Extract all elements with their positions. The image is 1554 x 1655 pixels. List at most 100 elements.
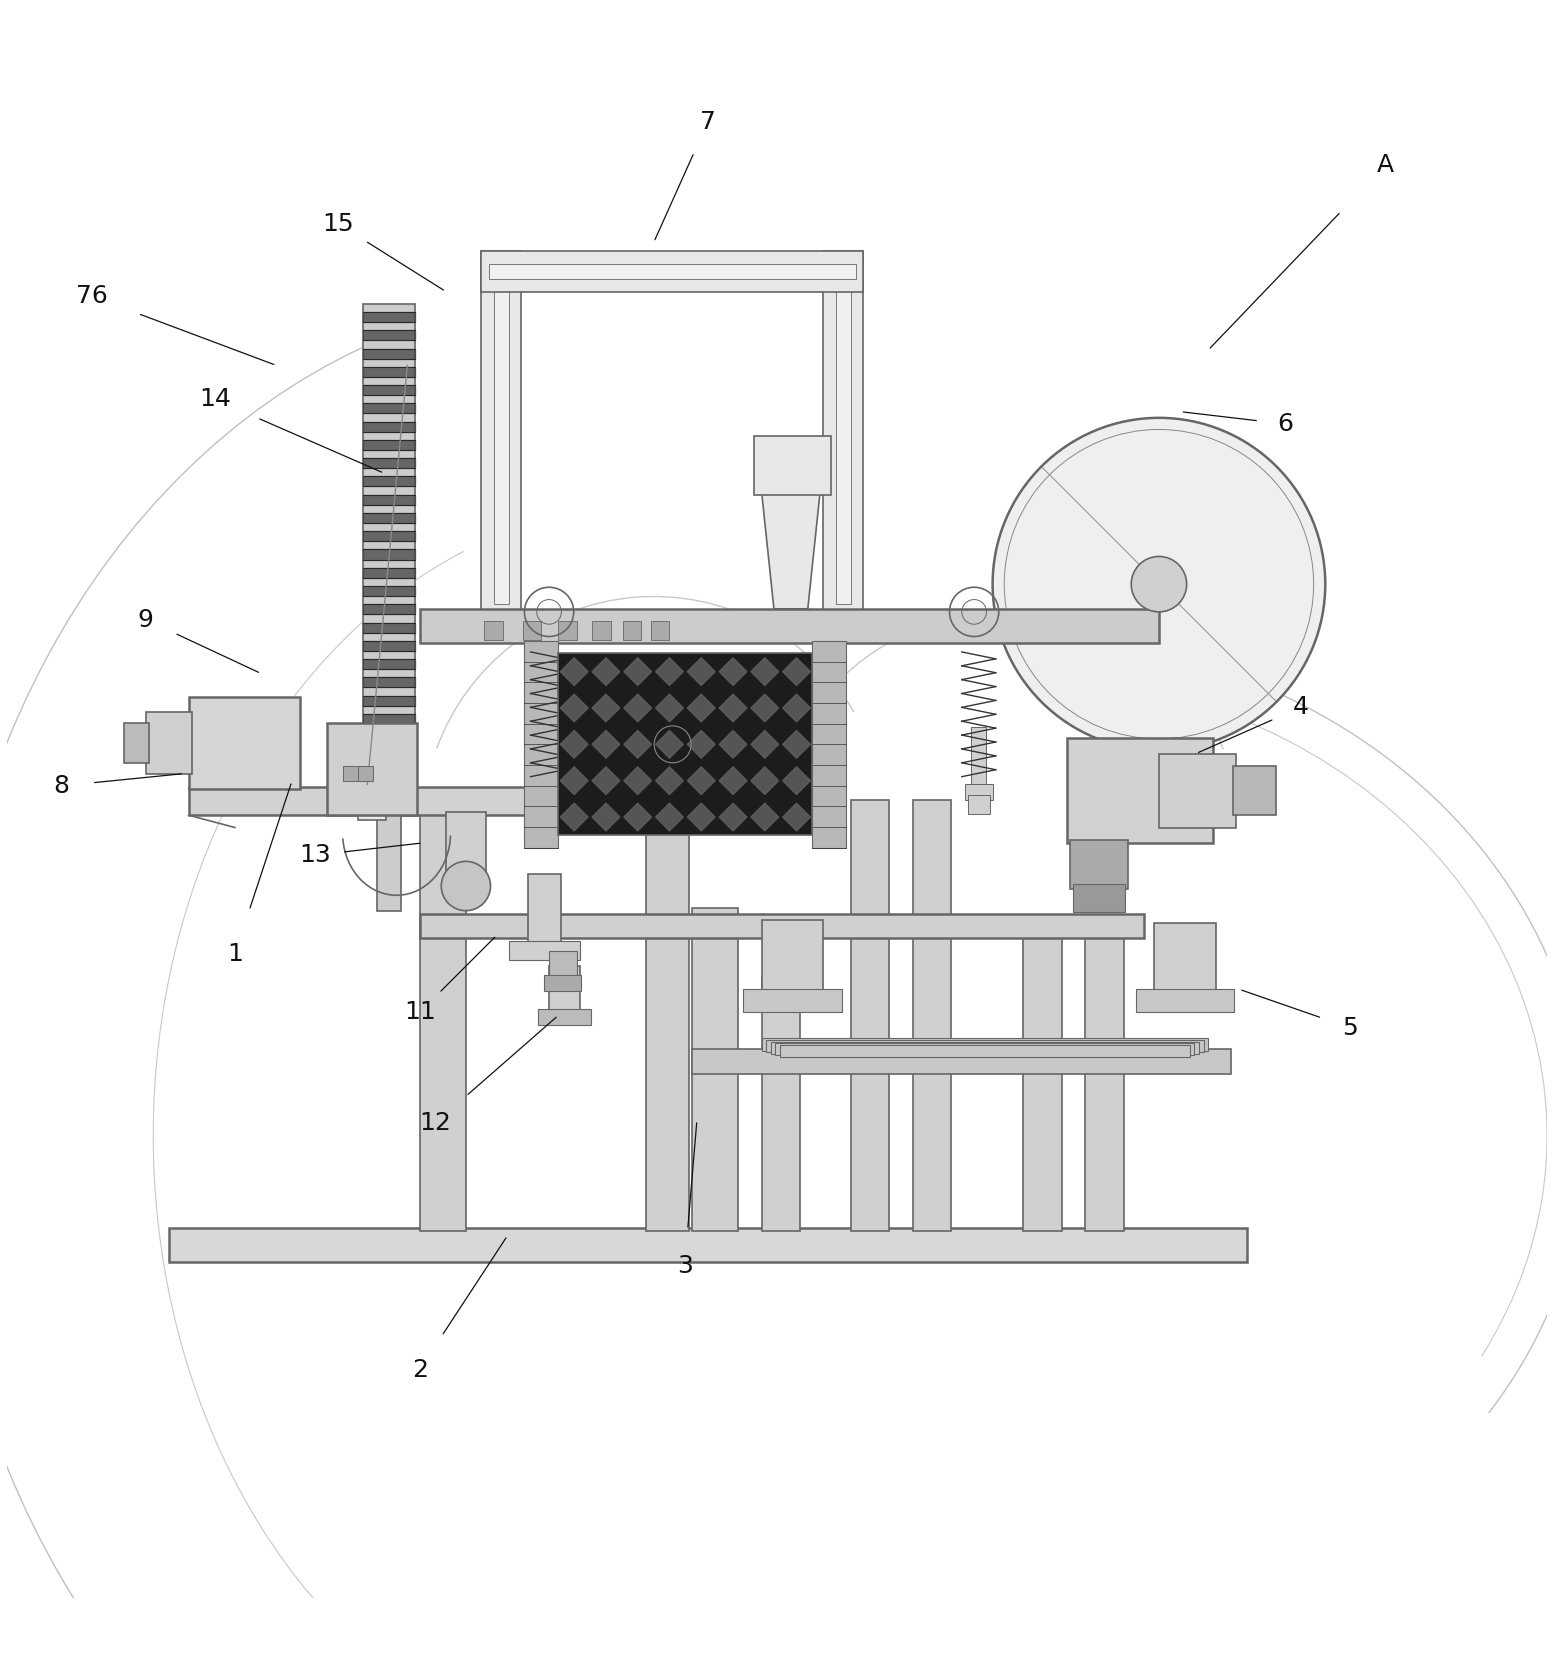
- Polygon shape: [561, 803, 587, 831]
- Polygon shape: [362, 604, 415, 614]
- Polygon shape: [592, 766, 620, 794]
- Bar: [592, 621, 611, 639]
- Polygon shape: [623, 766, 651, 794]
- Bar: [357, 766, 373, 781]
- Polygon shape: [561, 766, 587, 794]
- Bar: [482, 252, 862, 291]
- Bar: [766, 1039, 1204, 1053]
- Polygon shape: [561, 693, 587, 722]
- Polygon shape: [656, 657, 684, 685]
- Polygon shape: [623, 730, 651, 758]
- Bar: [1136, 990, 1234, 1013]
- Text: 2: 2: [412, 1357, 427, 1382]
- Bar: [824, 252, 862, 612]
- Polygon shape: [362, 549, 415, 559]
- Bar: [968, 794, 990, 814]
- Bar: [420, 799, 466, 1231]
- Bar: [646, 784, 690, 1231]
- Bar: [188, 697, 300, 789]
- Bar: [485, 621, 503, 639]
- Bar: [775, 1043, 1195, 1056]
- Polygon shape: [761, 492, 821, 609]
- Bar: [549, 950, 577, 978]
- Polygon shape: [592, 730, 620, 758]
- Text: 9: 9: [138, 607, 154, 632]
- Text: 7: 7: [699, 111, 716, 134]
- Bar: [1066, 738, 1212, 842]
- Polygon shape: [592, 803, 620, 831]
- Polygon shape: [751, 766, 779, 794]
- Bar: [1069, 839, 1128, 889]
- Bar: [188, 788, 774, 816]
- Polygon shape: [362, 386, 415, 396]
- Polygon shape: [362, 768, 415, 778]
- Text: A: A: [1377, 154, 1394, 177]
- Text: 11: 11: [404, 1000, 435, 1024]
- Bar: [538, 1010, 591, 1024]
- Bar: [549, 967, 580, 1013]
- Polygon shape: [362, 513, 415, 523]
- Bar: [124, 723, 149, 763]
- Polygon shape: [592, 657, 620, 685]
- Bar: [1155, 923, 1215, 996]
- Bar: [146, 712, 191, 773]
- Polygon shape: [362, 404, 415, 414]
- Bar: [623, 621, 642, 639]
- Bar: [1072, 884, 1125, 912]
- Polygon shape: [783, 730, 810, 758]
- Bar: [494, 285, 510, 604]
- Polygon shape: [656, 803, 684, 831]
- Bar: [761, 920, 824, 996]
- Polygon shape: [362, 804, 415, 816]
- Bar: [852, 799, 889, 1231]
- Polygon shape: [362, 659, 415, 669]
- Polygon shape: [362, 440, 415, 450]
- Polygon shape: [687, 730, 715, 758]
- Polygon shape: [362, 422, 415, 432]
- Polygon shape: [362, 622, 415, 632]
- Text: 4: 4: [1293, 695, 1308, 720]
- Polygon shape: [561, 730, 587, 758]
- Polygon shape: [656, 766, 684, 794]
- Bar: [813, 640, 847, 847]
- Bar: [1159, 753, 1235, 828]
- Polygon shape: [687, 803, 715, 831]
- Polygon shape: [362, 677, 415, 687]
- Polygon shape: [362, 640, 415, 650]
- Bar: [761, 976, 800, 1231]
- Polygon shape: [720, 730, 747, 758]
- Polygon shape: [751, 657, 779, 685]
- Polygon shape: [687, 766, 715, 794]
- Polygon shape: [783, 803, 810, 831]
- Bar: [965, 784, 993, 799]
- Polygon shape: [561, 657, 587, 685]
- Bar: [357, 758, 385, 819]
- Polygon shape: [362, 331, 415, 341]
- Bar: [754, 437, 831, 495]
- Bar: [651, 621, 670, 639]
- Polygon shape: [656, 693, 684, 722]
- Polygon shape: [362, 713, 415, 723]
- Text: 3: 3: [676, 1254, 693, 1278]
- Bar: [490, 263, 856, 280]
- Polygon shape: [362, 586, 415, 596]
- Polygon shape: [362, 313, 415, 323]
- Polygon shape: [362, 786, 415, 798]
- Bar: [522, 621, 541, 639]
- Bar: [376, 813, 401, 910]
- Bar: [771, 1041, 1200, 1054]
- Polygon shape: [687, 693, 715, 722]
- Polygon shape: [623, 657, 651, 685]
- Bar: [1024, 930, 1061, 1231]
- Polygon shape: [592, 693, 620, 722]
- Text: 8: 8: [53, 775, 68, 798]
- Text: 13: 13: [298, 842, 331, 867]
- Polygon shape: [362, 458, 415, 468]
- Polygon shape: [783, 657, 810, 685]
- Bar: [761, 1038, 1207, 1051]
- Bar: [971, 728, 987, 789]
- Bar: [1085, 930, 1124, 1231]
- Polygon shape: [362, 732, 415, 741]
- Bar: [558, 621, 577, 639]
- Polygon shape: [720, 766, 747, 794]
